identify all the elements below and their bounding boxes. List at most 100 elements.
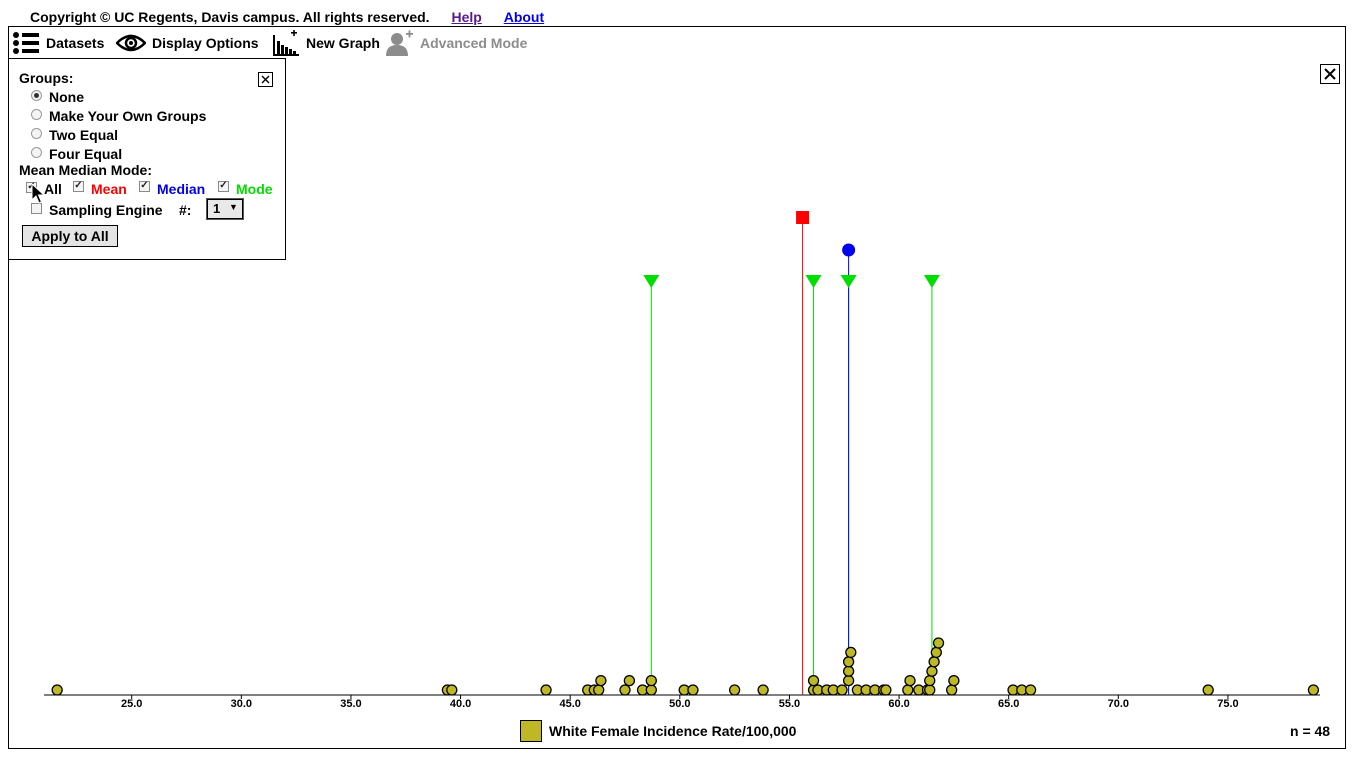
data-point (645, 684, 657, 696)
list-icon (13, 31, 39, 54)
advanced-mode-button[interactable]: Advanced Mode (386, 27, 527, 58)
groups-heading: Groups: (19, 70, 74, 86)
copyright-text: Copyright © UC Regents, Davis campus. Al… (30, 9, 430, 25)
sampling-engine-checkbox[interactable] (31, 203, 42, 214)
sampling-engine-label: Sampling Engine (49, 202, 163, 218)
sample-size: n = 48 (1290, 723, 1331, 739)
mode-label: Mode (236, 181, 273, 197)
groups-custom-radio[interactable] (31, 109, 42, 120)
about-link[interactable]: About (503, 9, 545, 25)
x-tick-label: 35.0 (340, 698, 361, 710)
mean-checkbox[interactable]: ✓ (73, 180, 84, 192)
new-graph-button[interactable]: New Graph (272, 27, 380, 58)
groups-none-radio[interactable] (31, 90, 42, 101)
data-point (1307, 684, 1320, 696)
eye-icon (116, 34, 146, 51)
display-options-panel: Groups: None Make Your Own Groups Two Eq… (8, 58, 286, 260)
data-point (807, 674, 820, 687)
data-point (1024, 684, 1037, 696)
data-point (902, 684, 914, 696)
x-tick-label: 25.0 (121, 698, 142, 710)
dropdown-arrow-icon: ▼ (229, 202, 238, 212)
mean-marker (796, 211, 810, 224)
help-link[interactable]: Help (451, 9, 482, 25)
x-tick-label: 30.0 (231, 698, 252, 710)
mode-marker (643, 275, 660, 288)
data-point (645, 674, 657, 687)
datasets-button[interactable]: Datasets (12, 27, 104, 58)
data-point (757, 684, 769, 696)
mode-marker (923, 275, 940, 288)
all-label: All (44, 181, 62, 197)
data-point (842, 656, 855, 668)
display-options-label: Display Options (152, 34, 259, 51)
close-panel-button[interactable] (258, 72, 273, 87)
x-tick-label: 55.0 (779, 698, 800, 710)
data-point (924, 674, 936, 687)
sample-count-label: #: (179, 202, 192, 218)
data-point (687, 684, 699, 696)
data-point (845, 646, 857, 659)
copyright-bar: Copyright © UC Regents, Davis campus. Al… (30, 9, 544, 25)
groups-four-equal-label: Four Equal (49, 146, 123, 162)
mean-median-mode-heading: Mean Median Mode: (19, 162, 153, 178)
data-point (904, 674, 916, 687)
x-tick-label: 65.0 (998, 698, 1019, 710)
groups-four-equal-radio[interactable] (31, 147, 42, 158)
data-point (926, 665, 938, 677)
data-point (540, 684, 552, 696)
x-tick-label: 60.0 (888, 698, 909, 710)
data-point (728, 684, 741, 696)
toolbar: Datasets Display Options New Graph Advan… (8, 26, 1346, 59)
median-checkbox[interactable]: ✓ (139, 180, 150, 192)
x-tick-label: 45.0 (559, 698, 580, 710)
data-point (924, 684, 936, 696)
data-point (946, 684, 958, 696)
data-point (836, 684, 848, 696)
x-tick-label: 50.0 (669, 698, 690, 710)
mode-marker (840, 275, 857, 288)
data-point (932, 637, 945, 649)
apply-to-all-button[interactable]: Apply to All (22, 225, 118, 247)
data-point (948, 674, 960, 687)
data-point (446, 684, 458, 696)
data-point (930, 646, 942, 659)
x-tick-label: 40.0 (450, 698, 471, 710)
data-point (842, 665, 855, 677)
mouse-cursor-icon (31, 183, 45, 204)
sample-count-value: 1 (213, 201, 221, 216)
data-point (928, 656, 940, 668)
data-point (595, 674, 607, 687)
close-icon (1324, 68, 1336, 80)
groups-custom-label: Make Your Own Groups (49, 108, 207, 124)
close-graph-button[interactable] (1320, 64, 1340, 84)
sample-count-select[interactable]: 1 ▼ (206, 198, 244, 220)
advanced-mode-label: Advanced Mode (420, 34, 528, 51)
data-point (880, 684, 892, 696)
groups-none-label: None (49, 89, 84, 105)
legend: White Female Incidence Rate/100,000 (520, 719, 796, 743)
mean-label: Mean (91, 181, 127, 197)
display-options-button[interactable]: Display Options (116, 27, 259, 58)
mode-checkbox[interactable]: ✓ (218, 180, 229, 192)
x-tick-label: 75.0 (1217, 698, 1238, 710)
x-tick-label: 70.0 (1108, 698, 1129, 710)
data-point (619, 684, 631, 696)
groups-two-equal-radio[interactable] (31, 128, 42, 139)
new-graph-label: New Graph (306, 34, 380, 51)
median-label: Median (157, 181, 206, 197)
legend-swatch (520, 720, 542, 742)
close-icon (261, 75, 270, 84)
datasets-label: Datasets (46, 34, 105, 51)
median-marker (842, 243, 856, 257)
groups-two-equal-label: Two Equal (49, 127, 118, 143)
add-user-icon (386, 29, 413, 56)
mode-marker (805, 275, 822, 288)
data-point (623, 674, 636, 687)
data-point (842, 674, 855, 687)
legend-label: White Female Incidence Rate/100,000 (549, 723, 797, 739)
data-point (593, 684, 605, 696)
new-graph-icon (273, 29, 299, 56)
data-point (51, 684, 63, 696)
